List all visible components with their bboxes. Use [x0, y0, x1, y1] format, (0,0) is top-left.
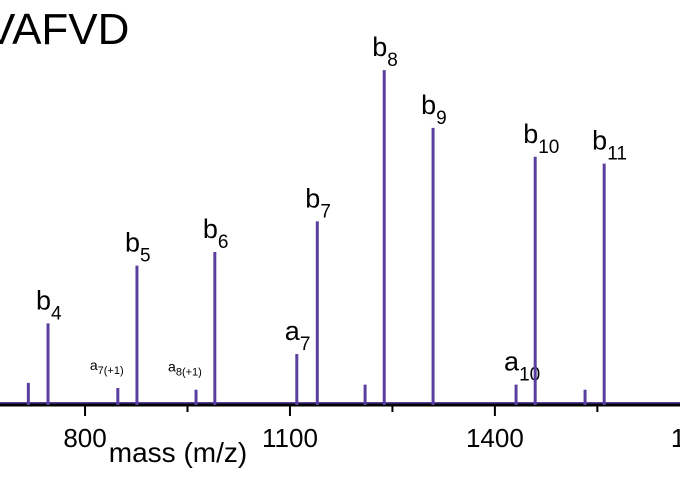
peak-label-letter: b — [305, 183, 320, 213]
peak-label-letter: a — [285, 316, 301, 346]
peak-label: b5 — [125, 228, 151, 267]
peak-label: b8 — [372, 32, 398, 71]
peak-label-subscript: 7(+1) — [98, 365, 124, 377]
x-axis-label: mass (m/z) — [109, 437, 247, 468]
x-tick-label: 1700 — [671, 423, 680, 453]
peak-label-letter: b — [592, 126, 607, 156]
peak-label-subscript: 8(+1) — [176, 367, 202, 379]
peak-label-subscript: 4 — [51, 303, 62, 324]
peak-label: b6 — [203, 214, 229, 253]
x-tick-label: 1100 — [262, 423, 318, 453]
x-tick-label: 1400 — [466, 423, 524, 453]
peak-label: b10 — [523, 119, 559, 158]
x-tick-label: 800 — [63, 423, 106, 453]
peak-label-subscript: 6 — [218, 232, 229, 253]
peak-label-letter: b — [372, 32, 387, 62]
peak-label: a8(+1) — [168, 359, 202, 379]
peak-label: a7 — [285, 316, 311, 355]
chart-title: VAFVD — [0, 5, 129, 54]
peak-label-subscript: 5 — [140, 246, 151, 267]
peak-label-letter: a — [504, 347, 520, 377]
peak-label-subscript: 8 — [387, 50, 398, 71]
peak-label-subscript: 10 — [538, 137, 559, 158]
peak-label-subscript: 11 — [607, 144, 627, 165]
peak-label: a7(+1) — [90, 357, 124, 377]
peak-label-letter: a — [90, 357, 98, 373]
peak-label-letter: b — [421, 90, 436, 120]
peak-label-letter: b — [36, 285, 51, 315]
peak-label: b11 — [592, 126, 627, 165]
peak-label-subscript: 7 — [300, 334, 311, 355]
peak-label-letter: a — [168, 359, 176, 375]
peak-label: b4 — [36, 285, 62, 324]
peak-label-subscript: 7 — [320, 201, 331, 222]
peak-label-letter: b — [125, 228, 140, 258]
peak-label-letter: b — [203, 214, 218, 244]
peak-label: b9 — [421, 90, 447, 129]
peak-label-subscript: 10 — [519, 365, 540, 386]
peak-label: b7 — [305, 183, 331, 222]
peak-label-letter: b — [523, 119, 538, 149]
peak-label-subscript: 9 — [436, 108, 447, 129]
